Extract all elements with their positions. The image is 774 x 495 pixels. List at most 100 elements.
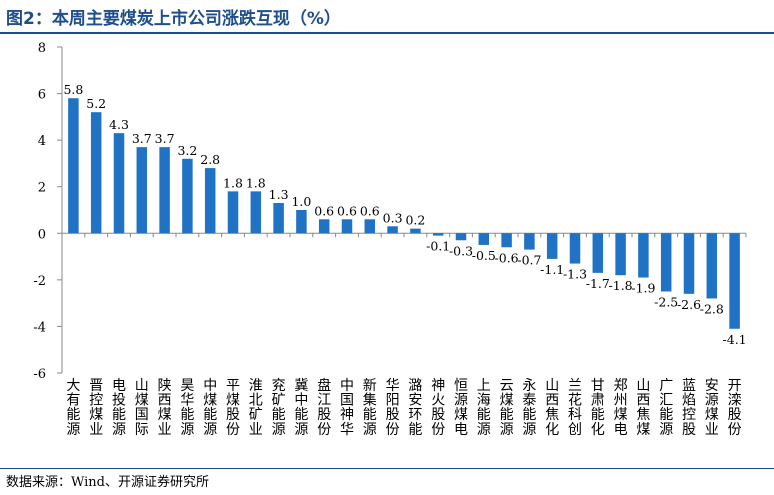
y-tick-label: -6 <box>33 367 46 382</box>
bar <box>113 133 125 234</box>
category-label: 中国神华 <box>340 378 354 438</box>
footer-divider <box>0 468 774 469</box>
data-label: -0.7 <box>517 253 541 268</box>
category-label: 广汇能源 <box>659 378 673 438</box>
bar <box>729 233 740 329</box>
data-label: -1.9 <box>631 281 655 296</box>
bar <box>455 233 467 241</box>
data-label: 1.8 <box>246 175 266 190</box>
y-tick-label: -2 <box>33 274 46 289</box>
category-label: 甘肃能化 <box>591 378 605 438</box>
category-label: 新集能源 <box>363 378 377 438</box>
data-label: 1.3 <box>269 187 289 202</box>
bar <box>478 233 490 245</box>
data-label: -1.8 <box>609 278 633 293</box>
bar <box>501 233 512 248</box>
y-tick-label: 4 <box>38 134 46 149</box>
data-label: -0.3 <box>449 243 473 258</box>
data-label: -2.5 <box>654 295 678 310</box>
data-label: 1.8 <box>223 175 243 190</box>
bar <box>204 168 216 234</box>
data-label: -0.1 <box>426 239 450 254</box>
category-label: 平煤股份 <box>226 378 240 438</box>
category-label: 潞安环能 <box>408 378 422 438</box>
bar <box>592 233 604 273</box>
category-label: 山西焦化 <box>545 378 559 438</box>
category-label: 晋控煤业 <box>89 378 103 438</box>
bar <box>318 219 330 234</box>
bar <box>159 147 170 234</box>
category-label: 昊华能源 <box>180 378 194 438</box>
bar <box>136 147 148 234</box>
y-tick-label: 2 <box>38 181 46 196</box>
data-label: 3.2 <box>177 143 197 158</box>
data-label: -2.6 <box>677 297 701 312</box>
bar <box>410 228 421 234</box>
data-label: 0.6 <box>360 203 380 218</box>
category-label: 安源煤业 <box>705 378 719 438</box>
data-label: -0.6 <box>495 250 519 265</box>
bar <box>524 233 535 250</box>
y-tick-label: 6 <box>38 88 46 103</box>
bar <box>227 191 239 234</box>
category-label: 山煤国际 <box>135 378 149 438</box>
data-label: 5.2 <box>86 96 106 111</box>
bar <box>250 191 262 234</box>
category-label: 神火股份 <box>431 378 445 438</box>
bar <box>660 233 672 292</box>
category-label: 兖矿能源 <box>272 378 286 438</box>
category-label: 兰花科创 <box>568 378 582 438</box>
y-tick-label: 8 <box>38 41 46 56</box>
source-note: 数据来源：Wind、开源证券研究所 <box>6 475 209 490</box>
category-label: 大有能源 <box>66 378 80 438</box>
data-label: 3.7 <box>132 131 152 146</box>
data-label: 0.6 <box>314 203 334 218</box>
bar <box>364 219 376 234</box>
y-tick-label: -4 <box>33 320 46 335</box>
data-label: -1.1 <box>540 262 564 277</box>
category-label: 中煤能源 <box>203 378 217 438</box>
category-label: 冀中能源 <box>294 378 308 438</box>
data-label: 0.2 <box>405 213 425 228</box>
data-label: -2.8 <box>700 301 724 316</box>
header: 图2：本周主要煤炭上市公司涨跌互现（%） <box>0 0 774 34</box>
category-label: 华阳股份 <box>386 378 400 438</box>
category-label: 永泰能源 <box>522 378 536 438</box>
category-label: 盘江股份 <box>317 377 331 438</box>
chart-value-labels: 5.85.24.33.7 3.73.22.81.8 1.81.3 1.00.6 0.6 0… <box>63 82 746 347</box>
data-label: -4.1 <box>723 332 747 347</box>
chart-axes: -6 -4 -2 0 2 4 6 8 <box>33 41 747 382</box>
chart-bars <box>68 98 740 329</box>
bar <box>68 98 79 234</box>
bar <box>432 233 444 236</box>
page-title: 图2：本周主要煤炭上市公司涨跌互现（%） <box>6 9 341 29</box>
data-label: 4.3 <box>109 117 129 132</box>
bar <box>683 233 695 294</box>
bar <box>341 219 353 234</box>
data-label: 0.6 <box>337 203 357 218</box>
bar <box>569 233 581 264</box>
data-label: 2.8 <box>200 152 220 167</box>
bar <box>546 233 558 259</box>
category-label: 蓝焰控股 <box>682 378 696 438</box>
category-label: 山西焦煤 <box>636 378 650 438</box>
data-label: -1.7 <box>586 276 610 291</box>
data-label: -0.5 <box>472 248 496 263</box>
category-label: 云煤能源 <box>500 378 514 438</box>
title-divider <box>0 32 774 34</box>
chart-category-labels: 大有能源晋控煤业电投能源山煤国际陕西煤业昊华能源中煤能源平煤股份淮北矿业兖矿能源… <box>66 377 741 438</box>
bar <box>638 233 649 278</box>
category-label: 淮北矿业 <box>249 378 263 438</box>
category-label: 郑州煤电 <box>614 378 628 438</box>
bar <box>615 233 626 276</box>
data-label: 1.0 <box>291 194 311 209</box>
data-label: 5.8 <box>63 82 83 97</box>
data-label: 3.7 <box>155 131 175 146</box>
bar <box>90 112 102 234</box>
data-label: -1.3 <box>563 267 587 282</box>
data-label: 0.3 <box>383 210 403 225</box>
category-label: 上海能源 <box>477 378 491 438</box>
bar <box>706 233 718 299</box>
bar <box>387 226 398 234</box>
